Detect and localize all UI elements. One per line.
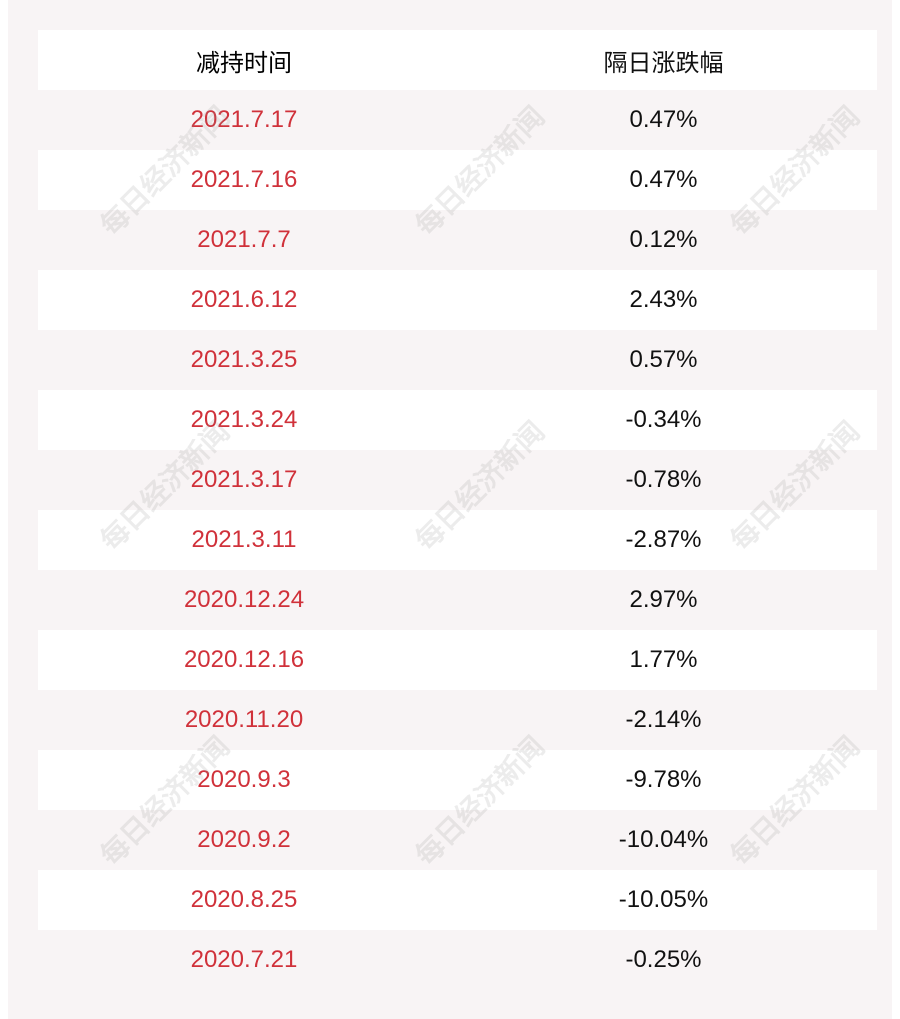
table-row: 2020.8.25 -10.05% xyxy=(38,870,877,930)
change-cell: -10.05% xyxy=(618,886,709,913)
change-cell: 0.47% xyxy=(629,106,698,133)
date-cell: 2021.7.7 xyxy=(197,226,291,253)
header-cell: 隔日涨跌幅 xyxy=(603,49,724,77)
table-row: 2020.7.21 -0.25% xyxy=(38,930,877,990)
date-cell: 2020.9.3 xyxy=(197,766,291,793)
table-row: 2021.7.17 0.47% xyxy=(38,90,877,150)
change-cell: 0.57% xyxy=(629,346,698,373)
date-cell: 2020.12.24 xyxy=(183,586,305,613)
table-row: 2020.9.2 -10.04% xyxy=(38,810,877,870)
change-cell: 2.97% xyxy=(629,586,698,613)
table-row: 2021.7.7 0.12% xyxy=(38,210,877,270)
change-cell: 0.12% xyxy=(629,226,698,253)
date-cell: 2021.6.12 xyxy=(190,286,298,313)
date-cell: 2021.7.17 xyxy=(190,106,298,133)
change-cell: 2.43% xyxy=(629,286,698,313)
change-cell: -9.78% xyxy=(625,766,702,793)
table-row: 2021.7.16 0.47% xyxy=(38,150,877,210)
change-cell: 1.77% xyxy=(629,646,698,673)
table-row: 2021.3.25 0.57% xyxy=(38,330,877,390)
change-cell: -10.04% xyxy=(618,826,709,853)
date-cell: 2021.3.24 xyxy=(190,406,298,433)
header-row: 减持时间 隔日涨跌幅 xyxy=(38,30,877,90)
change-cell: -0.34% xyxy=(625,406,702,433)
change-cell: -2.87% xyxy=(625,526,702,553)
date-cell: 2021.7.16 xyxy=(190,166,298,193)
table-row: 2020.12.16 1.77% xyxy=(38,630,877,690)
table-row: 2021.3.17 -0.78% xyxy=(38,450,877,510)
date-cell: 2021.3.11 xyxy=(191,526,297,553)
date-cell: 2020.7.21 xyxy=(190,946,298,973)
table: 减持时间 隔日涨跌幅 2021.7.17 0.47% 2021.7.16 0.47% 2… xyxy=(38,30,877,990)
table-row: 2021.3.11 -2.87% xyxy=(38,510,877,570)
date-cell: 2021.3.17 xyxy=(190,466,298,493)
date-cell: 2021.3.25 xyxy=(190,346,298,373)
date-cell: 2020.9.2 xyxy=(197,826,291,853)
date-cell: 2020.12.16 xyxy=(183,646,305,673)
change-cell: 0.47% xyxy=(629,166,698,193)
change-cell: -0.25% xyxy=(625,946,702,973)
date-cell: 2020.8.25 xyxy=(190,886,298,913)
table-row: 2021.3.24 -0.34% xyxy=(38,390,877,450)
change-cell: -2.14% xyxy=(625,706,702,733)
table-row: 2020.12.24 2.97% xyxy=(38,570,877,630)
table-row: 2021.6.12 2.43% xyxy=(38,270,877,330)
date-cell: 2020.11.20 xyxy=(184,706,304,733)
table-row: 2020.11.20 -2.14% xyxy=(38,690,877,750)
table-row: 2020.9.3 -9.78% xyxy=(38,750,877,810)
change-cell: -0.78% xyxy=(625,466,702,493)
header-cell: 减持时间 xyxy=(196,49,292,77)
